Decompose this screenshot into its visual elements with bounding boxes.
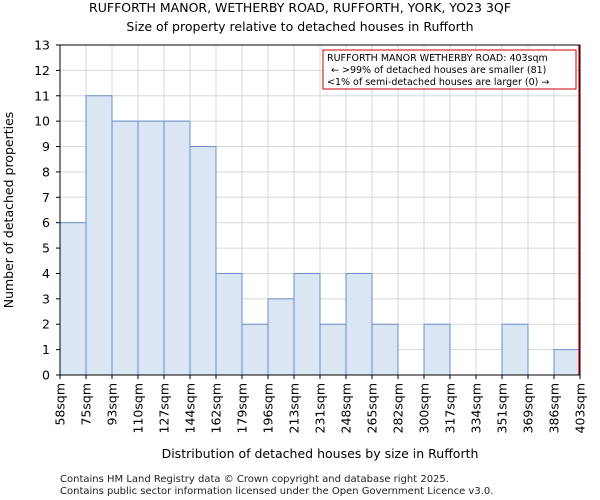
bar-144sqm	[189, 146, 217, 376]
y-tick-label-6: 6	[42, 215, 50, 230]
bar-351sqm	[501, 323, 529, 376]
y-tick-label-8: 8	[42, 164, 50, 179]
x-tick-label-4: 127sqm	[157, 383, 172, 433]
y-tick-label-12: 12	[34, 63, 50, 78]
x-tick-label-15: 317sqm	[443, 383, 458, 433]
y-tick-label-9: 9	[42, 139, 50, 154]
annotation-line-1: RUFFORTH MANOR WETHERBY ROAD: 403sqm	[327, 53, 548, 64]
footer-line-2: Contains public sector information licen…	[60, 486, 493, 497]
y-tick-label-13: 13	[34, 38, 50, 53]
x-tick-label-5: 144sqm	[183, 383, 198, 433]
x-axis-ticks: 58sqm 75sqm 93sqm 110sqm 127sqm 144sqm 162sqm 1…	[53, 375, 588, 433]
y-tick-label-2: 2	[42, 317, 50, 332]
bar-300sqm	[423, 323, 451, 376]
bar-75sqm	[85, 95, 113, 376]
y-axis-label: Number of detached properties	[1, 112, 16, 309]
y-tick-label-3: 3	[42, 291, 50, 306]
bars	[59, 95, 581, 376]
y-tick-label-10: 10	[34, 114, 50, 129]
y-tick-label-11: 11	[34, 88, 50, 103]
annotation-line-3: <1% of semi-detached houses are larger (…	[327, 77, 549, 88]
x-tick-label-1: 75sqm	[79, 383, 94, 426]
x-tick-label-10: 231sqm	[313, 383, 328, 433]
chart-title: RUFFORTH MANOR, WETHERBY ROAD, RUFFORTH,…	[89, 0, 511, 15]
bar-179sqm	[241, 323, 269, 376]
bar-231sqm	[319, 323, 347, 376]
bar-248sqm	[345, 272, 373, 376]
x-tick-label-8: 196sqm	[261, 383, 276, 433]
x-tick-label-18: 369sqm	[521, 383, 536, 433]
annotation-line-2: ← >99% of detached houses are smaller (8…	[331, 65, 546, 76]
x-tick-label-13: 282sqm	[391, 383, 406, 433]
x-tick-label-6: 162sqm	[209, 383, 224, 433]
x-tick-label-17: 351sqm	[495, 383, 510, 433]
footer-line-1: Contains HM Land Registry data © Crown c…	[60, 474, 449, 485]
x-tick-label-7: 179sqm	[235, 383, 250, 433]
bar-265sqm	[371, 323, 399, 376]
x-tick-label-20: 403sqm	[573, 383, 588, 433]
y-tick-label-5: 5	[42, 241, 50, 256]
x-tick-label-2: 93sqm	[105, 383, 120, 426]
bar-93sqm	[111, 120, 139, 376]
x-tick-label-16: 334sqm	[469, 383, 484, 433]
x-tick-label-0: 58sqm	[53, 383, 68, 426]
bar-213sqm	[293, 272, 321, 376]
x-tick-label-12: 265sqm	[365, 383, 380, 433]
bar-386sqm	[553, 349, 581, 376]
x-axis-label: Distribution of detached houses by size …	[162, 446, 479, 461]
bar-127sqm	[163, 120, 191, 376]
bar-58sqm	[59, 222, 87, 376]
y-tick-label-7: 7	[42, 190, 50, 205]
y-tick-label-1: 1	[42, 342, 50, 357]
y-tick-label-0: 0	[42, 368, 50, 383]
x-tick-label-3: 110sqm	[131, 383, 146, 433]
x-tick-label-9: 213sqm	[287, 383, 302, 433]
y-tick-label-4: 4	[42, 266, 50, 281]
chart-subtitle: Size of property relative to detached ho…	[126, 19, 473, 34]
x-tick-label-14: 300sqm	[417, 383, 432, 433]
bar-162sqm	[215, 272, 243, 376]
x-tick-label-11: 248sqm	[339, 383, 354, 433]
bar-196sqm	[267, 298, 295, 376]
x-tick-label-19: 386sqm	[547, 383, 562, 433]
annotation-box: RUFFORTH MANOR WETHERBY ROAD: 403sqm ← >…	[322, 49, 577, 90]
bar-110sqm	[137, 120, 165, 376]
